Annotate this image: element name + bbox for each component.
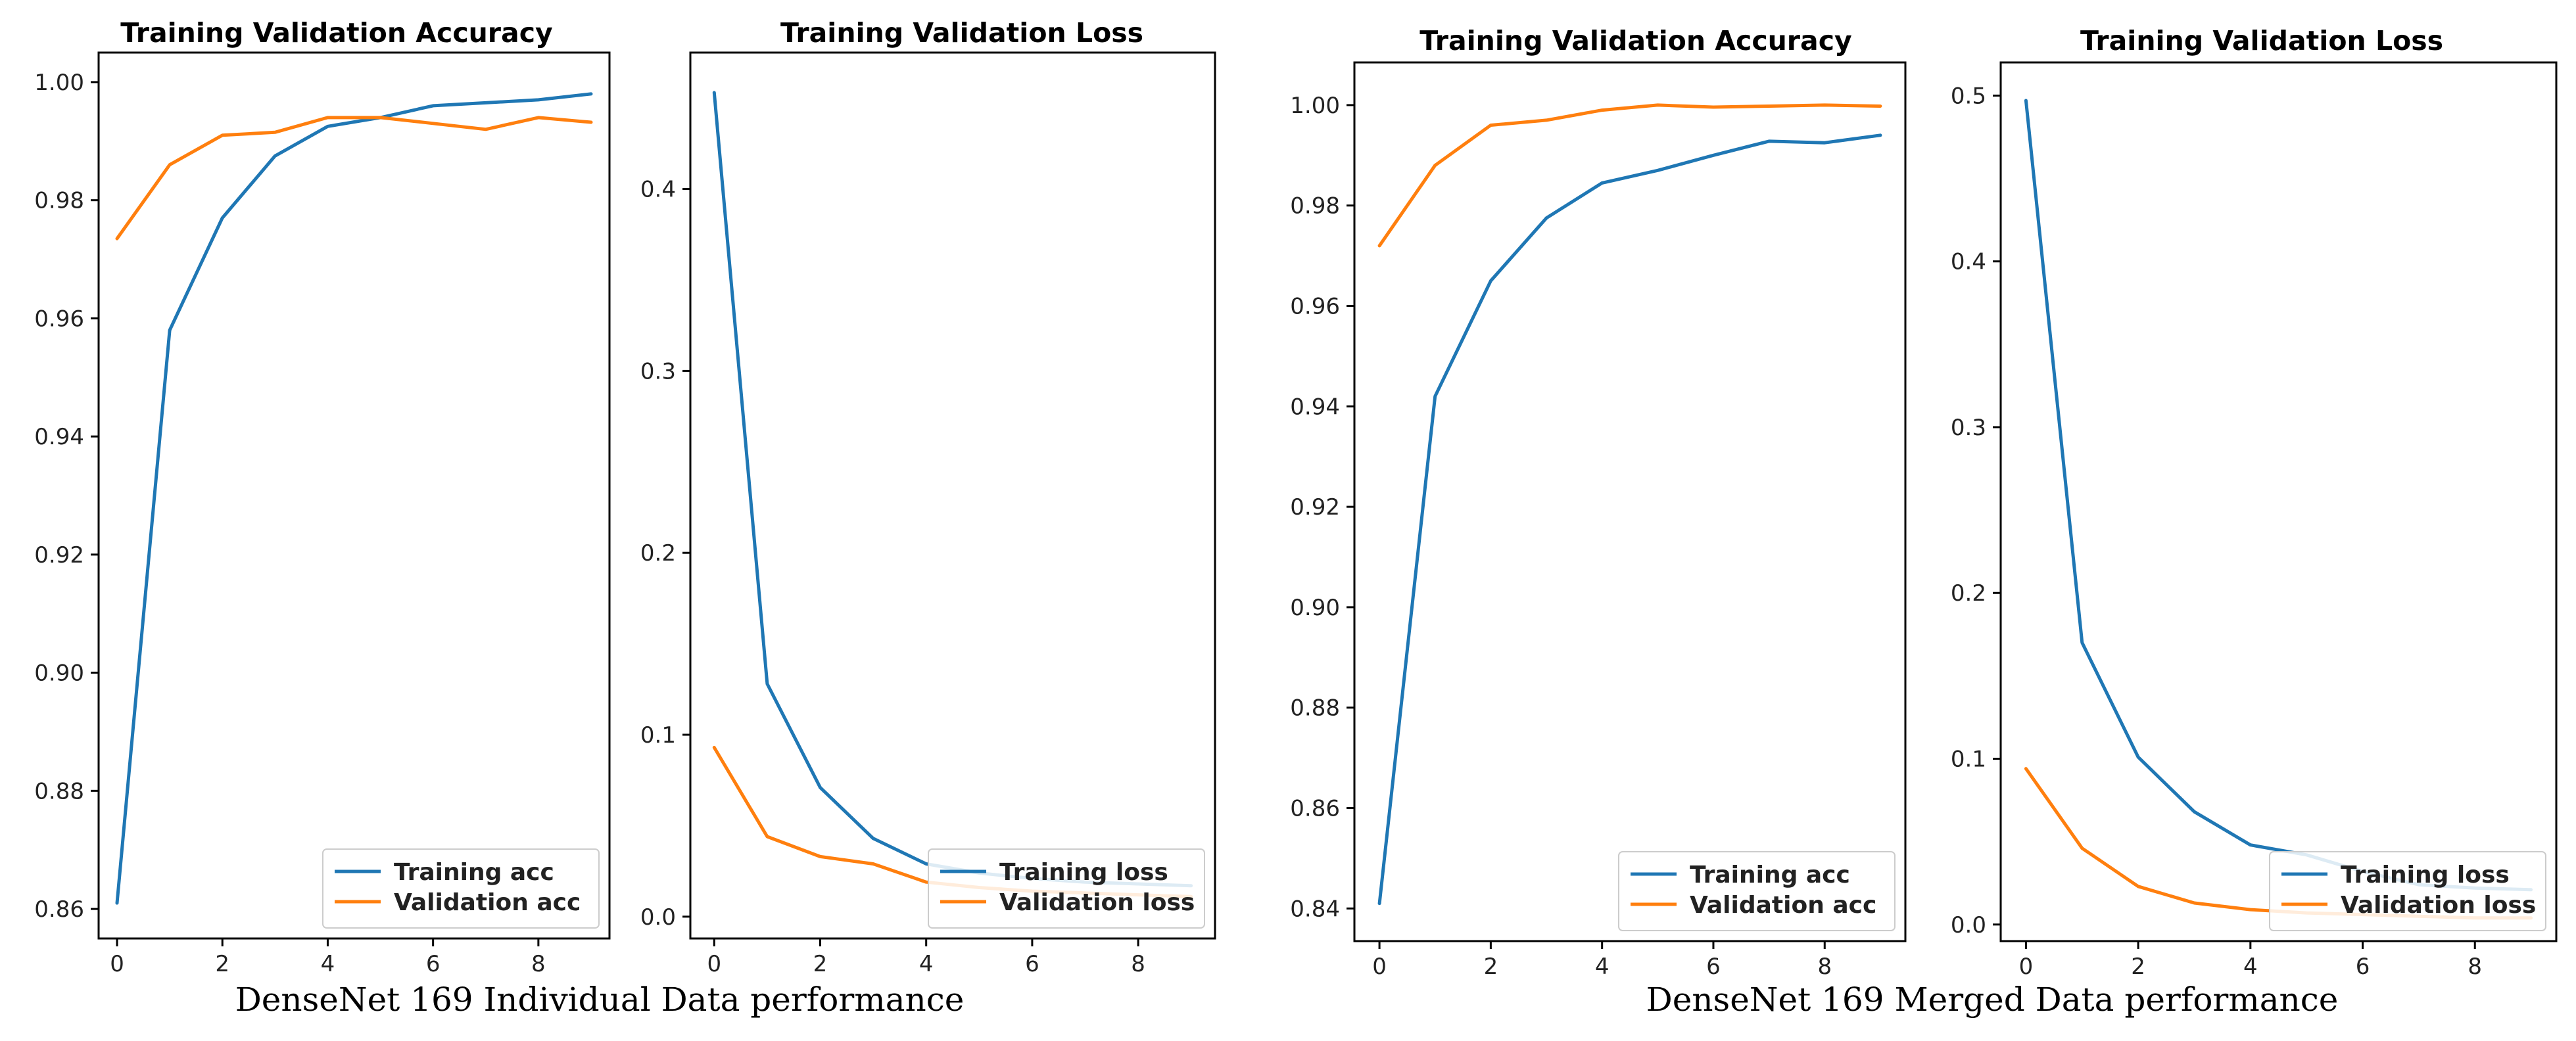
y-tick-label: 0.0 (1951, 912, 1986, 938)
y-tick-label: 0.90 (34, 660, 84, 687)
y-tick-label: 0.84 (1290, 896, 1340, 922)
y-tick-label: 0.0 (640, 904, 676, 931)
y-tick-label: 0.1 (640, 722, 676, 749)
series-line-training-acc (115, 92, 593, 905)
y-tick-label: 0.86 (1290, 796, 1340, 822)
chart-title: Training Validation Loss (2080, 25, 2443, 57)
plot-frame (97, 51, 611, 940)
y-tick-label: 0.1 (1951, 747, 1986, 773)
series-line-validation-acc (1377, 103, 1882, 248)
y-tick-label: 0.86 (34, 896, 84, 923)
x-tick-label: 8 (1817, 954, 1832, 980)
y-tick-label: 0.90 (1290, 595, 1340, 621)
legend-box (1618, 851, 1896, 931)
legend-label: Validation loss (2341, 892, 2536, 919)
x-tick-label: 0 (2019, 954, 2034, 980)
y-tick-label: 0.98 (34, 188, 84, 214)
caption-merged: DenseNet 169 Merged Data performance (1646, 981, 2339, 1019)
x-tick-label: 2 (1484, 954, 1498, 980)
y-tick-label: 0.88 (1290, 695, 1340, 722)
legend-box (928, 848, 1205, 929)
y-tick-label: 0.94 (1290, 394, 1340, 420)
legend-label: Validation acc (1690, 892, 1876, 919)
x-tick-label: 2 (215, 951, 229, 977)
caption-individual: DenseNet 169 Individual Data performance (235, 981, 965, 1019)
x-tick-label: 4 (2243, 954, 2258, 980)
legend-box (2269, 851, 2546, 931)
y-tick-label: 0.3 (640, 358, 676, 384)
y-tick-label: 0.4 (640, 177, 676, 203)
legend-label: Training acc (394, 859, 554, 886)
panel-merged-accuracy: Training Validation Accuracy 0.84 0.86 0.88… (1290, 25, 1907, 980)
x-tick-label: 6 (1706, 954, 1721, 980)
x-tick-label: 8 (1131, 951, 1145, 977)
y-tick-label: 0.98 (1290, 193, 1340, 220)
y-tick-label: 0.96 (34, 306, 84, 332)
legend-label: Training acc (1690, 862, 1850, 889)
series-line-training-loss (2024, 99, 2533, 892)
x-tick-label: 6 (2356, 954, 2370, 980)
series-line-validation-acc (115, 116, 593, 241)
y-tick-label: 0.96 (1290, 294, 1340, 320)
legend-label: Validation loss (999, 889, 1195, 916)
y-tick-label: 1.00 (34, 70, 84, 96)
y-tick-label: 0.2 (1951, 580, 1986, 607)
series-line-training-acc (1377, 133, 1882, 906)
x-tick-label: 8 (531, 951, 546, 977)
y-tick-label: 0.92 (1290, 494, 1340, 520)
y-tick-label: 0.2 (640, 540, 676, 567)
x-tick-label: 6 (426, 951, 441, 977)
legend-label: Training loss (999, 859, 1168, 886)
chart-title: Training Validation Accuracy (1419, 25, 1851, 57)
chart-title: Training Validation Accuracy (120, 17, 552, 49)
chart-title: Training Validation Loss (780, 17, 1143, 49)
x-tick-label: 2 (2131, 954, 2145, 980)
x-tick-label: 2 (813, 951, 828, 977)
y-tick-label: 0.3 (1951, 415, 1986, 441)
plot-frame (689, 51, 1216, 940)
plot-frame (1999, 61, 2558, 942)
legend-label: Training loss (2341, 862, 2510, 889)
x-tick-label: 4 (919, 951, 934, 977)
y-tick-label: 1.00 (1290, 93, 1340, 119)
x-tick-label: 4 (321, 951, 335, 977)
x-tick-label: 0 (707, 951, 721, 977)
y-tick-label: 0.94 (34, 424, 84, 450)
x-tick-label: 0 (110, 951, 124, 977)
series-line-training-loss (712, 91, 1193, 888)
y-tick-label: 0.92 (34, 542, 84, 568)
y-tick-label: 0.5 (1951, 83, 1986, 109)
y-tick-label: 0.4 (1951, 249, 1986, 275)
x-tick-label: 8 (2468, 954, 2482, 980)
x-tick-label: 4 (1595, 954, 1610, 980)
panel-individual-accuracy: Training Validation Accuracy 0.86 0.88 0.90… (34, 17, 611, 977)
plot-frame (1353, 61, 1907, 942)
x-tick-label: 6 (1025, 951, 1039, 977)
y-tick-label: 0.88 (34, 778, 84, 804)
panel-merged-loss: Training Validation Loss 0.0 0.1 0.2 0.3 0.4 0… (1951, 25, 2558, 980)
x-tick-label: 0 (1372, 954, 1387, 980)
legend-label: Validation acc (394, 889, 581, 916)
legend-box (322, 848, 600, 929)
panel-individual-loss: Training Validation Loss 0.0 0.1 0.2 0.3 0.4 0… (640, 17, 1216, 977)
